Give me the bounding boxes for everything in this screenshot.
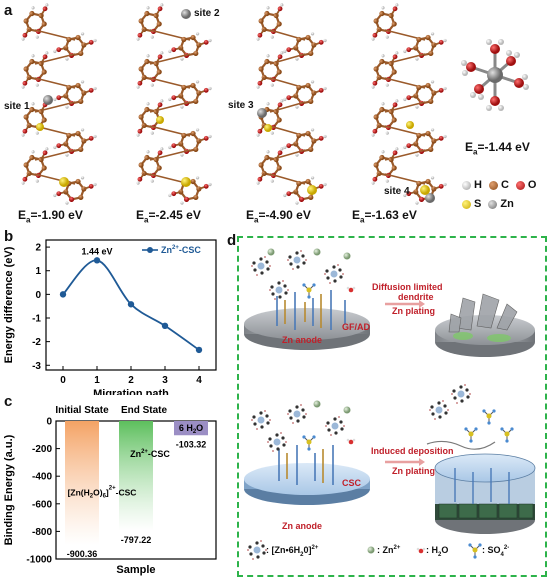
ion-clusters-top bbox=[251, 248, 356, 300]
energy-label-3: Ea=-4.90 eV bbox=[246, 208, 311, 225]
energy-label-2: Ea=-2.45 eV bbox=[136, 208, 201, 225]
y-tick-label: -800 bbox=[32, 527, 52, 538]
legend-label: Zn2+-CSC bbox=[161, 245, 201, 255]
x-tick-label: 3 bbox=[162, 375, 168, 386]
bar bbox=[119, 421, 153, 532]
y-tick-label: 2 bbox=[35, 243, 41, 254]
panel-c-label: c bbox=[4, 393, 13, 410]
atom-legend: H C O S Zn bbox=[462, 178, 550, 212]
y-tick-label: -1000 bbox=[26, 555, 52, 566]
x-tick-label: 0 bbox=[60, 375, 66, 386]
legend-cluster-text: : [Zn•6H20]2+ bbox=[266, 545, 319, 558]
category-label: End State bbox=[121, 405, 168, 416]
y-tick-label: 0 bbox=[35, 290, 41, 301]
zinc-icon bbox=[488, 199, 498, 209]
schematic-legend-icons bbox=[247, 540, 483, 560]
value-label: -797.22 bbox=[121, 535, 152, 545]
energy-label-4: Ea=-1.63 eV bbox=[352, 208, 417, 225]
induced-deposition-arrow bbox=[385, 458, 425, 466]
legend-water-text: : H2O bbox=[426, 545, 449, 558]
x-tick-label: 4 bbox=[196, 375, 202, 386]
y-tick-label: -3 bbox=[32, 361, 41, 372]
legend: Zn2+-CSC bbox=[142, 245, 201, 255]
energy-label-1: Ea=-1.90 eV bbox=[18, 208, 83, 225]
site-3-label: site 3 bbox=[228, 100, 254, 111]
top-anode-label: Zn anode bbox=[282, 335, 322, 345]
ion-clusters-right bbox=[426, 384, 515, 450]
value-label: -900.36 bbox=[67, 549, 98, 559]
legend-zn-text: : Zn2+ bbox=[377, 545, 401, 555]
y-tick-label: -600 bbox=[32, 499, 52, 510]
data-point bbox=[161, 322, 169, 329]
panel-a-label: a bbox=[4, 2, 13, 19]
panel-d-label: d bbox=[227, 232, 237, 249]
y-axis-title: Binding Energy (a.u.) bbox=[3, 434, 15, 545]
energy-difference-chart: 2 1 0 -1 -2 -3 0 1 2 3 4 Migration path Energy diffe… bbox=[3, 239, 217, 395]
deposition-schematic bbox=[244, 248, 536, 560]
data-point bbox=[93, 257, 101, 264]
uniform-deposition-anode bbox=[434, 453, 536, 534]
y-tick-label: -1 bbox=[32, 314, 41, 325]
data-point bbox=[195, 346, 203, 354]
gf-separator-anode bbox=[244, 290, 370, 350]
dendrite-label: dendrite bbox=[398, 292, 434, 302]
zn-hexahydrate-structure bbox=[461, 39, 529, 111]
legend-marker bbox=[147, 247, 153, 253]
bar-label: [Zn(H2O)6]2+-CSC bbox=[68, 486, 137, 500]
top-process-label: Zn plating bbox=[392, 306, 435, 316]
legend-sulfate-text: : SO42- bbox=[482, 545, 510, 558]
value-label: -103.32 bbox=[176, 439, 207, 449]
carbon-icon bbox=[488, 180, 498, 190]
oxygen-icon bbox=[515, 180, 525, 190]
panel-d-frame bbox=[237, 236, 547, 577]
dendrite-anode bbox=[435, 293, 535, 357]
bar bbox=[65, 421, 99, 546]
data-point bbox=[59, 291, 67, 298]
hydrogen-icon bbox=[462, 180, 471, 190]
diffusion-limited-label: Diffusion limited bbox=[372, 282, 443, 292]
y-tick-label: -200 bbox=[32, 444, 52, 455]
category-label: Initial State bbox=[55, 405, 109, 416]
x-tick-label: 1 bbox=[94, 375, 100, 386]
x-tick-label: 2 bbox=[128, 375, 134, 386]
site-2-label: site 2 bbox=[194, 8, 220, 19]
molecular-structures bbox=[11, 0, 529, 214]
category-label: 6 H2O bbox=[179, 423, 203, 435]
x-axis-title: Migration path bbox=[93, 388, 169, 395]
panel-b-label: b bbox=[4, 228, 14, 245]
site-4-label: site 4 bbox=[384, 186, 410, 197]
x-axis-title: Sample bbox=[116, 564, 155, 576]
y-tick-label: 0 bbox=[46, 417, 52, 428]
csc-label: CSC bbox=[342, 478, 362, 488]
y-tick-label: -2 bbox=[32, 337, 41, 348]
bottom-process-label: Zn plating bbox=[392, 466, 435, 476]
gf-ad-label: GF/AD bbox=[342, 322, 370, 332]
y-tick-label: -400 bbox=[32, 472, 52, 483]
energy-label-5: Ea=-1.44 eV bbox=[465, 140, 530, 157]
adsorption-atoms bbox=[36, 9, 435, 203]
binding-energy-chart: 0 -200 -400 -600 -800 -1000 Sample Binding Ener… bbox=[3, 405, 217, 576]
bottom-anode-label: Zn anode bbox=[282, 521, 322, 531]
y-axis-title: Energy difference (eV) bbox=[3, 246, 15, 363]
bar bbox=[174, 421, 208, 436]
induced-deposition-label: Induced deposition bbox=[371, 446, 454, 456]
y-tick-label: 1 bbox=[35, 266, 41, 277]
site-1-label: site 1 bbox=[4, 101, 30, 112]
ion-clusters-bottom bbox=[251, 400, 356, 452]
peak-annotation: 1.44 eV bbox=[81, 246, 112, 256]
data-point bbox=[127, 301, 135, 308]
csc-separator-anode bbox=[244, 445, 370, 505]
bar-label: Zn2+-CSC bbox=[130, 449, 170, 459]
diffusion-arrow bbox=[385, 300, 425, 308]
sulfur-icon bbox=[462, 199, 471, 209]
